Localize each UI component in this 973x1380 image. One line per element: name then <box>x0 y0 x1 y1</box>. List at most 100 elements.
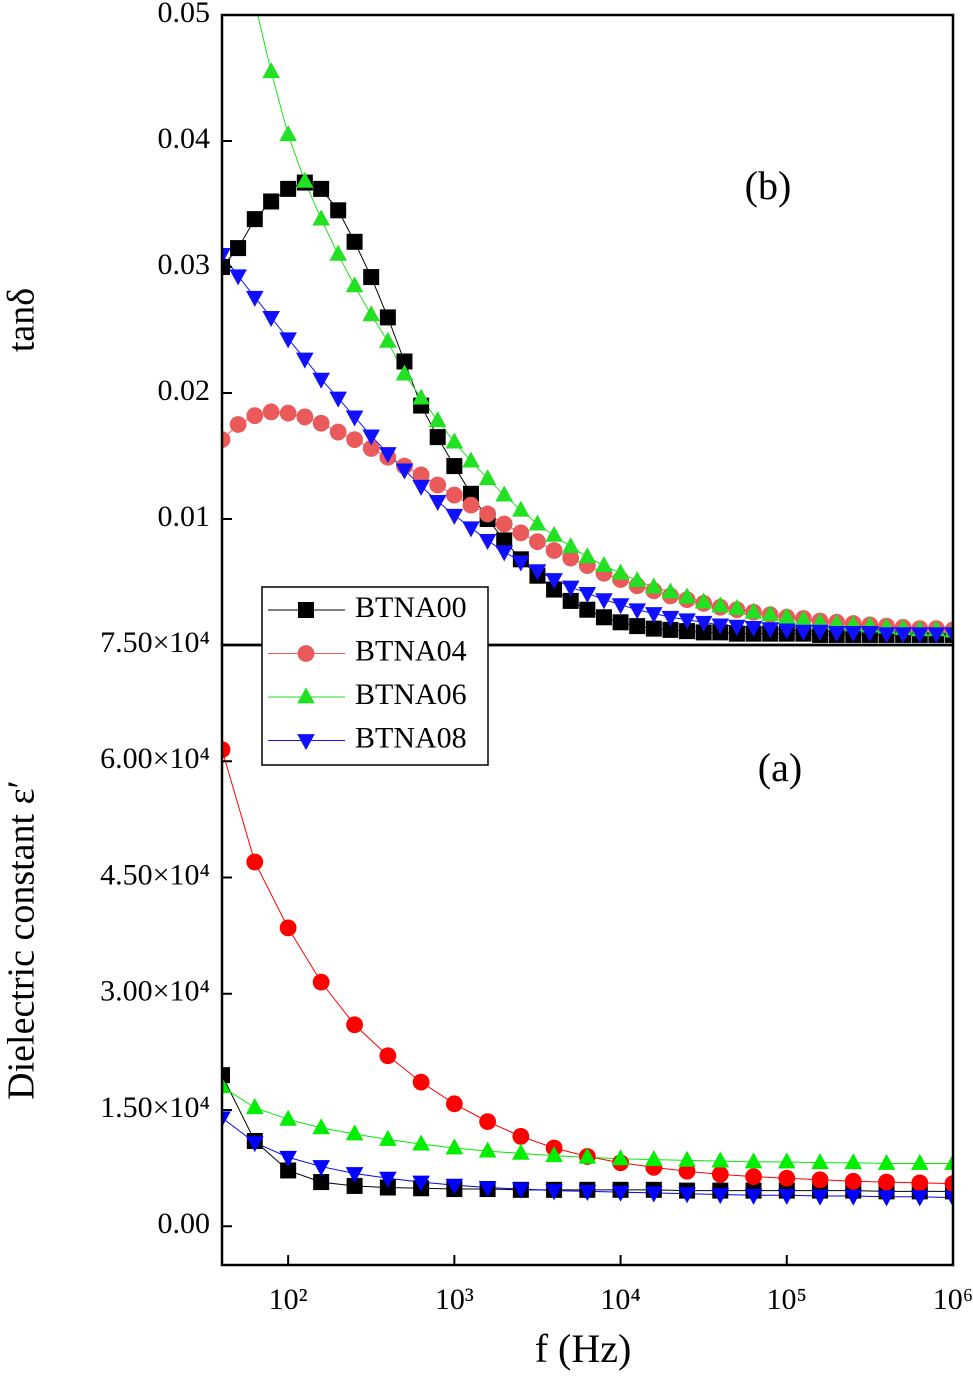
marker <box>478 469 497 486</box>
x-tick-label: 10⁵ <box>767 1283 807 1316</box>
marker <box>312 414 330 432</box>
x-tick-label: 10⁴ <box>600 1283 640 1316</box>
marker <box>396 353 413 370</box>
marker <box>910 1153 929 1170</box>
marker <box>528 514 547 531</box>
marker <box>412 1175 430 1192</box>
marker <box>811 624 829 641</box>
marker <box>445 508 464 525</box>
panel-annotation: (b) <box>745 163 792 208</box>
marker <box>844 1153 863 1170</box>
marker <box>645 1186 663 1203</box>
marker <box>296 352 314 369</box>
y-axis-label: Dielectric constant ε′ <box>1 780 43 1100</box>
marker <box>678 613 696 630</box>
marker <box>297 734 315 751</box>
marker <box>512 524 530 542</box>
marker <box>745 1168 762 1186</box>
marker <box>629 618 646 635</box>
marker <box>312 209 330 226</box>
marker <box>578 586 597 603</box>
marker <box>262 403 280 421</box>
marker <box>379 331 397 348</box>
marker <box>694 592 713 609</box>
marker <box>528 564 547 581</box>
marker <box>445 486 463 504</box>
marker <box>445 1178 464 1195</box>
legend-label: BTNA08 <box>355 721 467 754</box>
marker <box>412 466 430 484</box>
marker <box>628 571 646 588</box>
marker <box>462 451 480 468</box>
marker <box>611 598 630 615</box>
marker <box>245 1098 264 1115</box>
marker <box>429 429 446 446</box>
marker <box>222 1077 231 1094</box>
marker <box>279 1150 297 1167</box>
marker <box>777 607 796 624</box>
plot-area <box>222 15 953 644</box>
marker <box>645 1150 663 1166</box>
marker <box>296 408 314 426</box>
marker <box>245 290 264 307</box>
marker <box>877 627 896 644</box>
marker <box>246 407 264 425</box>
marker <box>878 1173 895 1191</box>
marker <box>844 626 863 642</box>
marker <box>512 1143 530 1160</box>
marker <box>777 623 796 640</box>
marker <box>429 476 447 494</box>
marker <box>728 619 746 636</box>
marker <box>578 1184 597 1201</box>
marker <box>379 447 397 464</box>
marker <box>944 1191 953 1208</box>
marker <box>545 525 563 542</box>
x-tick-label: 10³ <box>435 1283 474 1316</box>
marker <box>562 549 580 567</box>
legend-label: BTNA00 <box>355 591 467 624</box>
marker <box>811 1153 829 1170</box>
marker <box>628 603 646 620</box>
marker <box>362 305 380 322</box>
y-tick-label: 3.00×10⁴ <box>100 975 210 1008</box>
marker <box>546 581 563 598</box>
marker <box>280 180 297 197</box>
marker <box>678 1162 696 1180</box>
marker <box>346 1016 363 1034</box>
marker <box>346 431 363 449</box>
marker <box>222 1067 230 1084</box>
marker <box>495 515 513 533</box>
marker <box>744 620 763 637</box>
marker <box>262 62 280 79</box>
panel-annotation: (a) <box>758 745 802 790</box>
marker <box>612 614 629 631</box>
marker <box>346 1177 363 1194</box>
marker <box>379 1129 397 1146</box>
marker <box>761 605 779 622</box>
marker <box>445 432 464 449</box>
marker <box>744 602 763 619</box>
marker <box>827 626 846 642</box>
marker <box>279 332 297 349</box>
y-tick-label: 6.00×10⁴ <box>100 742 210 775</box>
marker <box>279 1109 297 1126</box>
x-tick-label: 10² <box>269 1283 308 1316</box>
marker <box>595 609 612 626</box>
marker <box>744 1188 763 1205</box>
marker <box>661 610 680 627</box>
y-tick-label: 1.50×10⁴ <box>100 1091 210 1124</box>
marker <box>246 211 263 228</box>
marker <box>910 627 929 644</box>
y-tick-label: 4.50×10⁴ <box>100 858 210 891</box>
marker <box>645 577 663 594</box>
marker <box>578 547 597 564</box>
plot-frame <box>220 643 955 1267</box>
marker <box>222 1111 231 1128</box>
y-axis-label: tanδ <box>1 288 43 352</box>
marker <box>445 1095 463 1113</box>
marker <box>711 618 730 635</box>
marker <box>479 1113 497 1131</box>
marker <box>346 233 363 250</box>
marker <box>345 1167 364 1184</box>
marker <box>645 620 662 637</box>
